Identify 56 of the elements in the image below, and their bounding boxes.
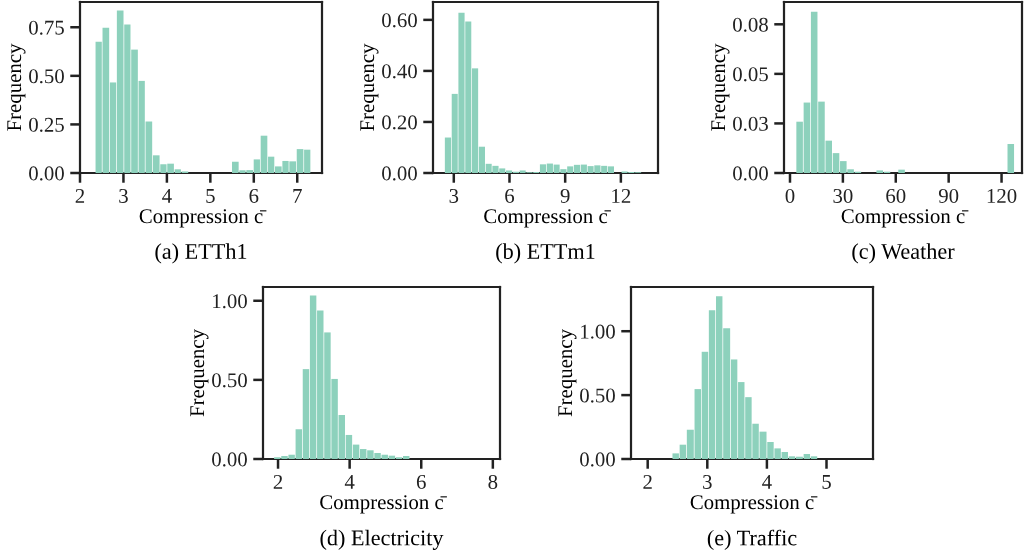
y-tick-label: 0.50 xyxy=(580,388,615,403)
y-tick-label: 1.00 xyxy=(581,324,615,339)
x-tick-label: 12 xyxy=(612,188,631,203)
x-tick-label: 5 xyxy=(822,475,831,489)
x-axis-title: Compression c̄ xyxy=(690,495,818,514)
x-tick-label: 7 xyxy=(293,189,302,203)
y-tick-label: 1.00 xyxy=(213,294,247,309)
y-tick-label: 0.25 xyxy=(29,117,64,132)
y-tick-label: 0.20 xyxy=(382,115,417,130)
y-axis-title: Frequency xyxy=(360,43,379,131)
y-tick-label: 0.00 xyxy=(29,166,64,181)
y-tick-label: 0.05 xyxy=(733,67,768,82)
x-tick-label: 8 xyxy=(488,474,498,489)
y-axis-title: Frequency xyxy=(190,329,209,417)
x-tick-label: 90 xyxy=(938,188,959,203)
text: (a) ETTh1 xyxy=(155,243,247,264)
text: (e) Traffic xyxy=(707,529,797,551)
x-tick-label: 120 xyxy=(987,188,1017,203)
x-axis-title: Compression c̄ xyxy=(139,209,267,228)
x-axis-title: Compression c̄ xyxy=(320,495,447,514)
y-tick-label: 0.60 xyxy=(382,13,417,28)
x-tick-label: 0 xyxy=(785,188,795,203)
x-axis-title: Compression c̄ xyxy=(484,209,611,228)
x-tick-label: 60 xyxy=(886,188,906,203)
y-tick-label: 0.40 xyxy=(382,64,417,79)
x-tick-label: 6 xyxy=(249,188,259,203)
y-tick-label: 0.50 xyxy=(29,69,64,84)
text: (d) Electricity xyxy=(320,529,444,550)
y-tick-label: 0.03 xyxy=(733,116,768,131)
x-tick-label: 2 xyxy=(643,474,652,489)
y-tick-label: 0.00 xyxy=(733,166,768,181)
x-tick-label: 4 xyxy=(762,475,772,489)
x-tick-label: 2 xyxy=(75,188,85,203)
x-tick-label: 6 xyxy=(416,474,426,489)
x-tick-label: 3 xyxy=(449,188,459,203)
x-tick-label: 2 xyxy=(273,474,283,489)
y-tick-label: 0.00 xyxy=(382,166,417,181)
x-tick-label: 6 xyxy=(505,188,515,203)
text: (b) ETTm1 xyxy=(496,243,595,264)
x-axis-title: Compression c̄ xyxy=(841,209,969,228)
y-tick-label: 0.50 xyxy=(212,373,247,388)
x-tick-label: 5 xyxy=(206,189,215,203)
x-tick-label: 3 xyxy=(703,474,712,489)
text: (c) Weather xyxy=(852,243,955,264)
x-tick-label: 4 xyxy=(344,475,355,489)
x-tick-label: 9 xyxy=(560,188,570,203)
x-tick-label: 4 xyxy=(162,189,172,203)
y-tick-label: 0.00 xyxy=(580,452,615,467)
y-tick-label: 0.75 xyxy=(29,20,64,35)
y-axis-title: Frequency xyxy=(711,43,730,131)
y-axis-title: Frequency xyxy=(558,329,577,417)
y-axis-title: Frequency xyxy=(7,43,26,131)
x-tick-label: 30 xyxy=(833,188,853,203)
x-tick-label: 3 xyxy=(119,188,128,203)
y-tick-label: 0.08 xyxy=(733,17,768,32)
y-tick-label: 0.00 xyxy=(212,452,247,467)
